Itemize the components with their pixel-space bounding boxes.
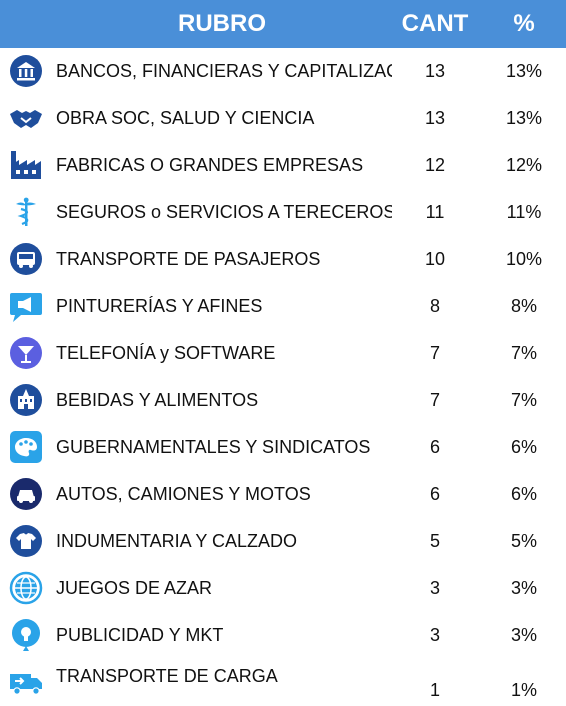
rubro-label: TRANSPORTE DE CARGA bbox=[56, 666, 278, 686]
table-row: SEGUROS o SERVICIOS A TERECEROS 11 11% bbox=[0, 189, 566, 236]
cocktail-icon bbox=[9, 336, 43, 370]
cant-value: 7 bbox=[429, 343, 440, 363]
table-row: GUBERNAMENTALES Y SINDICATOS 6 6% bbox=[0, 424, 566, 471]
table-row: TRANSPORTE DE CARGA 1 1% bbox=[0, 659, 566, 706]
rubro-label: INDUMENTARIA Y CALZADO bbox=[56, 531, 298, 551]
handshake-icon bbox=[9, 101, 43, 135]
cant-value: 13 bbox=[424, 108, 446, 128]
pct-value: 5% bbox=[510, 531, 537, 551]
cant-value: 6 bbox=[429, 484, 440, 504]
cant-value: 6 bbox=[429, 437, 440, 457]
pct-value: 12% bbox=[505, 155, 543, 175]
rubro-label: TELEFONÍA y SOFTWARE bbox=[56, 343, 276, 363]
table-row: FABRICAS O GRANDES EMPRESAS 12 12% bbox=[0, 142, 566, 189]
header-pct: % bbox=[513, 10, 535, 37]
rubro-label: GUBERNAMENTALES Y SINDICATOS bbox=[56, 437, 371, 457]
rubro-label: BEBIDAS Y ALIMENTOS bbox=[56, 390, 259, 410]
table-row: JUEGOS DE AZAR 3 3% bbox=[0, 565, 566, 612]
cant-value: 12 bbox=[424, 155, 446, 175]
table-row: BANCOS, FINANCIERAS Y CAPITALIZACIÓN 13 13… bbox=[0, 48, 566, 95]
pct-value: 3% bbox=[510, 578, 537, 598]
rubro-label: AUTOS, CAMIONES Y MOTOS bbox=[56, 484, 311, 504]
car-icon bbox=[9, 477, 43, 511]
cant-value: 3 bbox=[429, 578, 440, 598]
cant-value: 8 bbox=[429, 296, 440, 316]
table-row: INDUMENTARIA Y CALZADO 5 5% bbox=[0, 518, 566, 565]
pct-value: 7% bbox=[510, 390, 537, 410]
header-rubro: RUBRO bbox=[178, 10, 266, 37]
megaphone-icon bbox=[9, 289, 43, 323]
pct-value: 6% bbox=[510, 484, 537, 504]
cant-value: 13 bbox=[424, 61, 446, 81]
pct-value: 8% bbox=[510, 296, 537, 316]
table-row: PUBLICIDAD Y MKT 3 3% bbox=[0, 612, 566, 659]
pct-value: 11% bbox=[506, 202, 542, 222]
table-row: BEBIDAS Y ALIMENTOS 7 7% bbox=[0, 377, 566, 424]
truck-icon bbox=[9, 665, 43, 699]
pct-value: 7% bbox=[510, 343, 537, 363]
table-row: TRANSPORTE DE PASAJEROS 10 10% bbox=[0, 236, 566, 283]
bank-icon bbox=[9, 54, 43, 88]
table-row: PINTURERÍAS Y AFINES 8 8% bbox=[0, 283, 566, 330]
cant-value: 7 bbox=[429, 390, 440, 410]
pct-value: 13% bbox=[505, 108, 543, 128]
pct-value: 1% bbox=[510, 680, 537, 700]
bus-icon bbox=[9, 242, 43, 276]
shirt-icon bbox=[9, 524, 43, 558]
lightbulb-icon bbox=[9, 618, 43, 652]
cant-value: 3 bbox=[429, 625, 440, 645]
cant-value: 1 bbox=[429, 680, 440, 700]
cant-value: 10 bbox=[424, 249, 446, 269]
palette-icon bbox=[9, 430, 43, 464]
pct-value: 3% bbox=[510, 625, 537, 645]
globe-icon bbox=[9, 571, 43, 605]
caduceus-icon bbox=[9, 195, 43, 229]
building-icon bbox=[9, 383, 43, 417]
cant-value: 11 bbox=[425, 202, 445, 222]
table-row: TELEFONÍA y SOFTWARE 7 7% bbox=[0, 330, 566, 377]
factory-icon bbox=[9, 148, 43, 182]
table-header: RUBRO CANT % bbox=[0, 0, 566, 48]
rubro-label: PUBLICIDAD Y MKT bbox=[56, 625, 224, 645]
rubro-label: SEGUROS o SERVICIOS A TERECEROS bbox=[56, 202, 392, 222]
rubro-label: BANCOS, FINANCIERAS Y CAPITALIZACIÓN bbox=[56, 61, 392, 81]
table-row: AUTOS, CAMIONES Y MOTOS 6 6% bbox=[0, 471, 566, 518]
rubro-label: OBRA SOC, SALUD Y CIENCIA bbox=[56, 108, 315, 128]
rubro-label: PINTURERÍAS Y AFINES bbox=[56, 296, 263, 316]
header-cant: CANT bbox=[401, 10, 469, 37]
pct-value: 10% bbox=[505, 249, 543, 269]
pct-value: 6% bbox=[510, 437, 537, 457]
rubro-label: JUEGOS DE AZAR bbox=[56, 578, 213, 598]
rubro-label: TRANSPORTE DE PASAJEROS bbox=[56, 249, 321, 269]
rubro-label: FABRICAS O GRANDES EMPRESAS bbox=[56, 155, 364, 175]
table-row: OBRA SOC, SALUD Y CIENCIA 13 13% bbox=[0, 95, 566, 142]
pct-value: 13% bbox=[505, 61, 543, 81]
cant-value: 5 bbox=[429, 531, 440, 551]
